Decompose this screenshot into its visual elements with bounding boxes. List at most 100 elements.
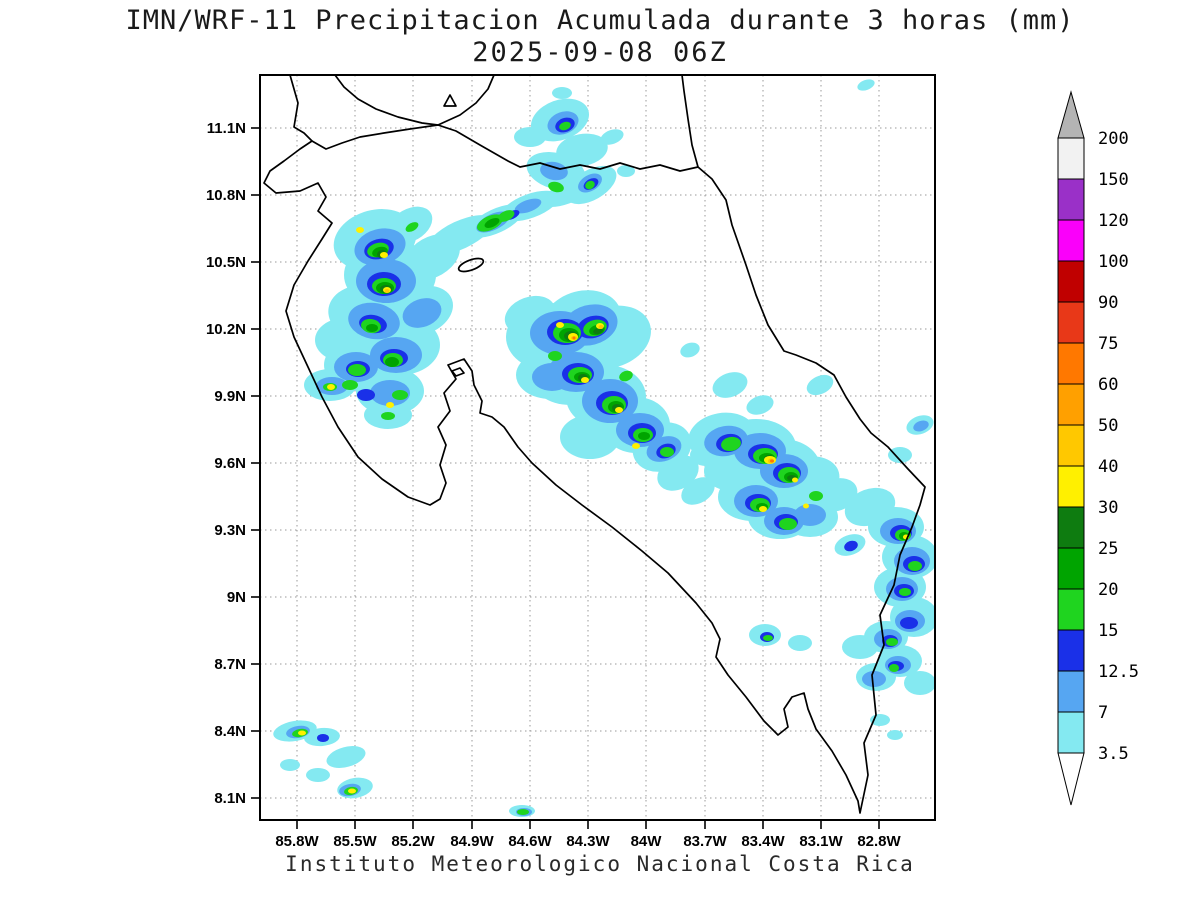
lake-arenal bbox=[457, 257, 485, 273]
colorbar-label: 120 bbox=[1098, 211, 1129, 231]
precip-cell bbox=[638, 432, 650, 440]
lat-tick-label: 10.2N bbox=[206, 321, 246, 338]
precip-cell bbox=[660, 447, 674, 457]
lat-tick-label: 10.8N bbox=[206, 187, 246, 204]
lon-tick-label: 84.9W bbox=[450, 833, 494, 850]
precip-cell bbox=[900, 617, 918, 629]
precip-cell bbox=[899, 588, 911, 596]
precip-cell bbox=[857, 79, 875, 91]
precip-cell bbox=[517, 809, 529, 815]
colorbar-label: 50 bbox=[1098, 416, 1118, 436]
precip-cell bbox=[381, 412, 395, 420]
lon-tick-label: 83.4W bbox=[741, 833, 785, 850]
colorbar-segment bbox=[1057, 506, 1085, 549]
colorbar-label: 12.5 bbox=[1098, 662, 1139, 682]
lon-tick-label: 82.8W bbox=[857, 833, 901, 850]
footer-credit: Instituto Meteorologico Nacional Costa R… bbox=[285, 852, 915, 876]
precip-field bbox=[273, 79, 935, 817]
precip-cell bbox=[862, 671, 886, 687]
colorbar-label: 75 bbox=[1098, 334, 1118, 354]
precip-cell bbox=[844, 540, 858, 552]
colorbar-label: 90 bbox=[1098, 293, 1118, 313]
colorbar-label: 30 bbox=[1098, 498, 1118, 518]
colorbar-top-arrow bbox=[1057, 90, 1085, 139]
precip-cell bbox=[681, 477, 715, 505]
page-subtitle: 2025-09-08 06Z bbox=[472, 37, 728, 68]
precip-cell bbox=[405, 222, 419, 232]
precip-cell bbox=[908, 561, 922, 571]
precip-cell bbox=[632, 443, 640, 449]
colorbar-segment bbox=[1057, 670, 1085, 713]
colorbar: 200 150 120 100 90 75 60 50 40 30 25 20 15 12.5 7 3.5 bbox=[1057, 90, 1139, 806]
precip-cell bbox=[380, 252, 388, 258]
precip-cell bbox=[402, 298, 442, 328]
precip-cell bbox=[904, 671, 935, 695]
lon-tick-label: 83.7W bbox=[683, 833, 727, 850]
colorbar-label: 200 bbox=[1098, 129, 1129, 149]
colorbar-segment bbox=[1057, 629, 1085, 672]
precip-cell bbox=[746, 395, 774, 415]
precip-cell bbox=[280, 759, 300, 771]
precip-cell bbox=[484, 218, 500, 228]
lon-tick-label: 84.3W bbox=[566, 833, 610, 850]
precip-cell bbox=[598, 325, 604, 329]
precip-cell bbox=[617, 165, 635, 177]
precip-cell bbox=[392, 390, 408, 400]
lon-tick-label: 85.5W bbox=[333, 833, 377, 850]
precip-cell bbox=[886, 638, 898, 646]
colorbar-segment bbox=[1057, 424, 1085, 467]
lake-island bbox=[443, 94, 457, 107]
page-title: IMN/WRF-11 Precipitacion Acumulada duran… bbox=[125, 5, 1075, 36]
grid-lines bbox=[260, 75, 935, 820]
precip-cell bbox=[887, 730, 903, 740]
precip-cell bbox=[404, 234, 460, 280]
precip-cell bbox=[803, 503, 809, 509]
lat-tick-label: 10.5N bbox=[206, 254, 246, 271]
precip-cell bbox=[806, 374, 834, 396]
precip-cell bbox=[514, 127, 546, 147]
colorbar-segment bbox=[1057, 547, 1085, 590]
colorbar-segment bbox=[1057, 137, 1085, 180]
precip-cell bbox=[532, 363, 572, 391]
precip-cell bbox=[366, 324, 378, 332]
precip-cell bbox=[792, 477, 798, 483]
colorbar-segment bbox=[1057, 711, 1085, 754]
colorbar-segment bbox=[1057, 260, 1085, 303]
colorbar-segment bbox=[1057, 588, 1085, 631]
precip-cell bbox=[348, 788, 356, 794]
precip-cell bbox=[680, 342, 700, 358]
lat-tick-label: 8.1N bbox=[214, 790, 246, 807]
precip-cell bbox=[497, 210, 515, 222]
precip-cell bbox=[385, 357, 399, 367]
lat-tick-label: 9.3N bbox=[214, 522, 246, 539]
precip-cell bbox=[759, 506, 767, 512]
colorbar-segment bbox=[1057, 301, 1085, 344]
lat-tick-label: 11.1N bbox=[207, 120, 246, 137]
precip-cell bbox=[889, 664, 899, 672]
colorbar-label: 20 bbox=[1098, 580, 1118, 600]
precip-cell bbox=[356, 227, 364, 233]
precip-cell bbox=[327, 384, 335, 390]
title-block: IMN/WRF-11 Precipitacion Acumulada duran… bbox=[0, 5, 1200, 68]
lon-tick-label: 84W bbox=[631, 833, 663, 850]
precip-cell bbox=[357, 389, 375, 401]
lat-tick-label: 9.9N bbox=[214, 388, 246, 405]
colorbar-segment bbox=[1057, 383, 1085, 426]
precip-cell bbox=[384, 289, 390, 293]
colorbar-label: 25 bbox=[1098, 539, 1118, 559]
colorbar-segment bbox=[1057, 219, 1085, 262]
precip-cell bbox=[779, 518, 797, 530]
precip-cell bbox=[298, 730, 306, 736]
colorbar-segment bbox=[1057, 465, 1085, 508]
colorbar-bottom-arrow bbox=[1057, 752, 1085, 806]
map-plot-area: 11.1N 10.8N 10.5N 10.2N 9.9N 9.6N 9.3N 9N 8.7N 8.… bbox=[206, 74, 936, 850]
lon-tick-label: 85.8W bbox=[275, 833, 319, 850]
colorbar-segment bbox=[1057, 178, 1085, 221]
precip-cell bbox=[794, 504, 826, 526]
lat-tick-label: 9.6N bbox=[214, 455, 246, 472]
colorbar-segment bbox=[1057, 342, 1085, 385]
precip-cell bbox=[721, 436, 741, 452]
lon-tick-label: 83.1W bbox=[799, 833, 843, 850]
precip-cell bbox=[560, 415, 620, 459]
precip-cell bbox=[763, 635, 773, 641]
